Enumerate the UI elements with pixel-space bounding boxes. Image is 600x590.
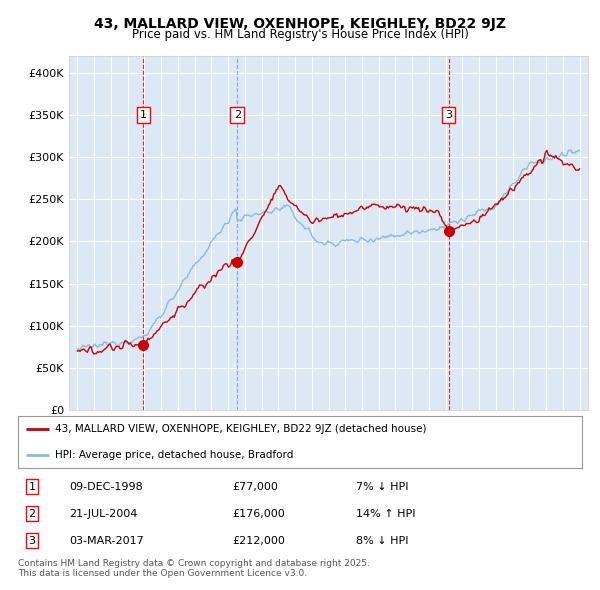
- Text: Price paid vs. HM Land Registry's House Price Index (HPI): Price paid vs. HM Land Registry's House …: [131, 28, 469, 41]
- Text: 14% ↑ HPI: 14% ↑ HPI: [356, 509, 416, 519]
- Text: 2: 2: [29, 509, 35, 519]
- Text: 7% ↓ HPI: 7% ↓ HPI: [356, 481, 409, 491]
- Text: £212,000: £212,000: [232, 536, 285, 546]
- Text: 43, MALLARD VIEW, OXENHOPE, KEIGHLEY, BD22 9JZ: 43, MALLARD VIEW, OXENHOPE, KEIGHLEY, BD…: [94, 17, 506, 31]
- Text: 1: 1: [140, 110, 147, 120]
- Text: 3: 3: [445, 110, 452, 120]
- Text: 21-JUL-2004: 21-JUL-2004: [69, 509, 137, 519]
- Text: Contains HM Land Registry data © Crown copyright and database right 2025.
This d: Contains HM Land Registry data © Crown c…: [18, 559, 370, 578]
- Text: 09-DEC-1998: 09-DEC-1998: [69, 481, 143, 491]
- Text: 2: 2: [233, 110, 241, 120]
- Text: 1: 1: [29, 481, 35, 491]
- Text: 8% ↓ HPI: 8% ↓ HPI: [356, 536, 409, 546]
- Text: £77,000: £77,000: [232, 481, 278, 491]
- Text: HPI: Average price, detached house, Bradford: HPI: Average price, detached house, Brad…: [55, 450, 293, 460]
- Text: 3: 3: [29, 536, 35, 546]
- Text: £176,000: £176,000: [232, 509, 285, 519]
- Text: 43, MALLARD VIEW, OXENHOPE, KEIGHLEY, BD22 9JZ (detached house): 43, MALLARD VIEW, OXENHOPE, KEIGHLEY, BD…: [55, 424, 426, 434]
- Text: 03-MAR-2017: 03-MAR-2017: [69, 536, 143, 546]
